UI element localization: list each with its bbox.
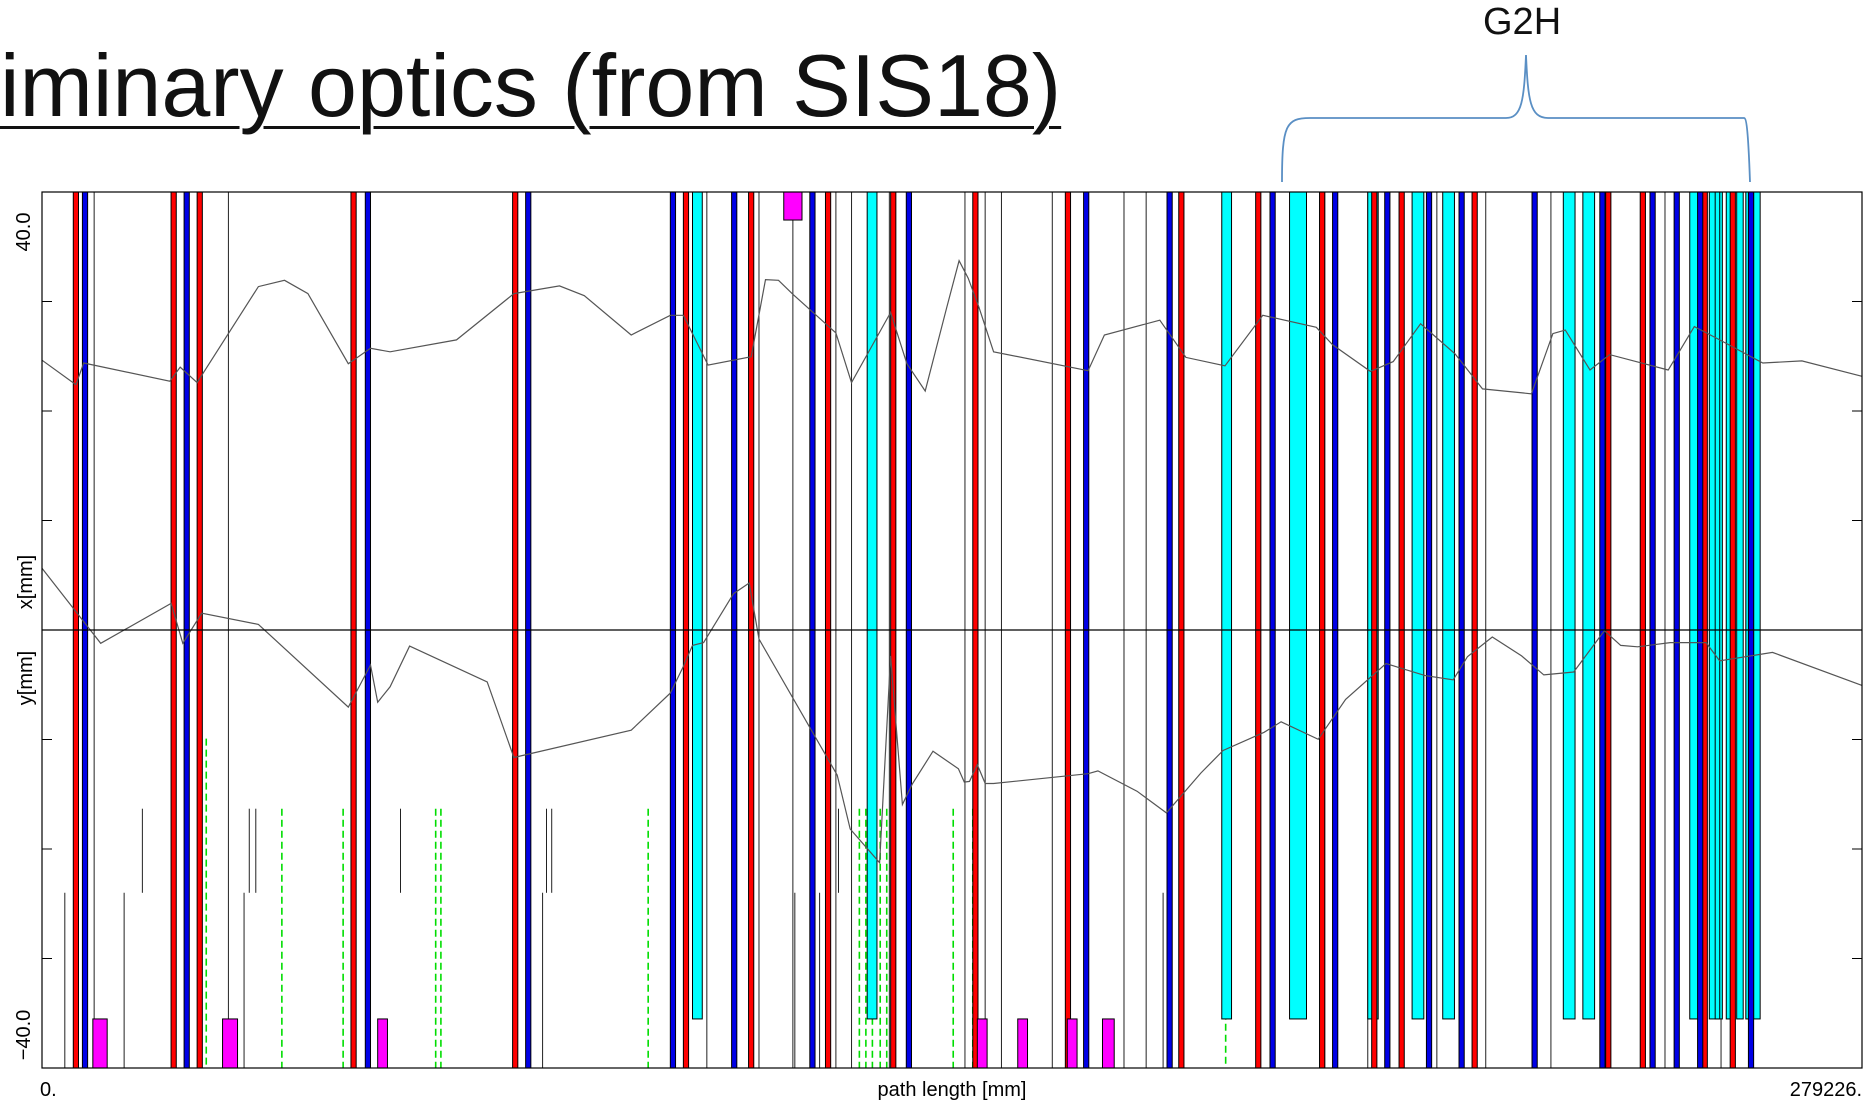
- slide-title: iminary optics (from SIS18): [0, 36, 1062, 135]
- cyan-element: [1442, 191, 1455, 1020]
- kicker-element: [1101, 1018, 1115, 1069]
- kicker-element: [92, 1018, 108, 1069]
- curly-brace: [1281, 54, 1751, 183]
- kicker-element: [377, 1018, 388, 1069]
- cyan-element: [866, 191, 878, 1020]
- bracket-label: G2H: [1483, 1, 1562, 43]
- envelope-curves: [41, 259, 1863, 865]
- y-bottom-label: −40.0: [13, 1010, 35, 1061]
- cyan-element: [1736, 191, 1744, 1020]
- y-ticks: [42, 191, 1862, 1069]
- cyan-element: [1562, 191, 1576, 1020]
- cyan-element: [691, 191, 703, 1020]
- cyan-element: [1689, 191, 1699, 1020]
- y-label-top-axis: x[mm]: [15, 555, 37, 609]
- x-envelope-curve: [41, 259, 1863, 395]
- kicker-element: [976, 1018, 988, 1069]
- cyan-element: [1714, 191, 1721, 1020]
- cyan-element: [1411, 191, 1425, 1020]
- kicker-element: [1066, 1018, 1078, 1069]
- cyan-element: [1289, 191, 1307, 1020]
- y-envelope-curve: [41, 567, 1863, 865]
- x-end-label: 279226.: [1790, 1079, 1862, 1101]
- kicker-element: [1017, 1018, 1029, 1069]
- kicker-element: [783, 191, 803, 221]
- cyan-element: [1221, 191, 1233, 1020]
- x-axis-label: path length [mm]: [878, 1079, 1027, 1101]
- y-label-bottom-axis: y[mm]: [15, 651, 37, 705]
- cyan-element: [1753, 191, 1761, 1020]
- x-start-label: 0.: [40, 1079, 57, 1101]
- kicker-element: [222, 1018, 239, 1069]
- cyan-element: [1582, 191, 1596, 1020]
- y-top-label: 40.0: [13, 213, 35, 252]
